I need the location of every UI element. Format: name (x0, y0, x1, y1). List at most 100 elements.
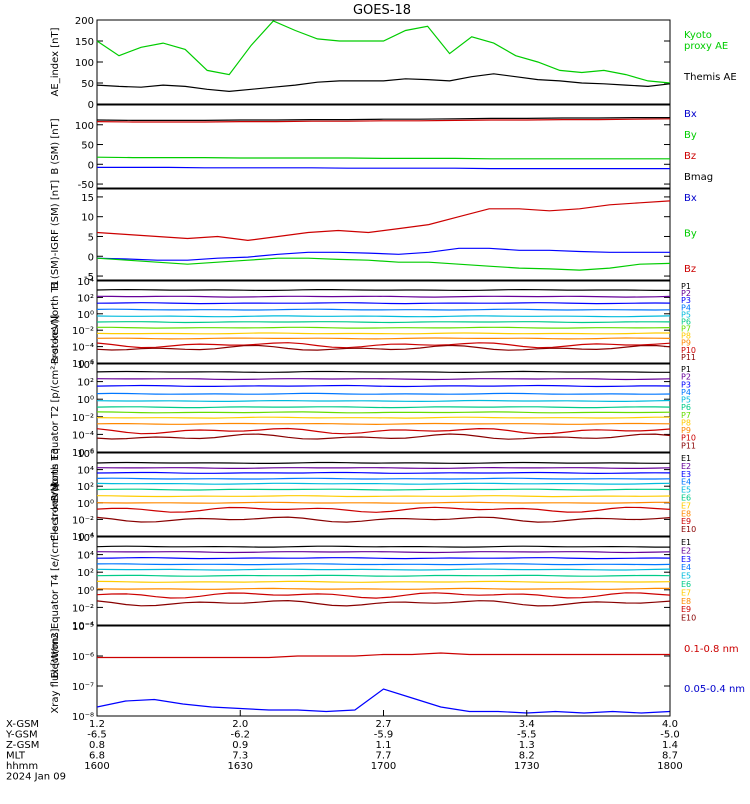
x-axis-value: 1.2 (89, 719, 105, 730)
series-line-0-05-0-4-nm (96, 688, 671, 714)
x-axis-value: -5.0 (660, 730, 680, 741)
y-tick-label: 10⁴ (77, 551, 94, 562)
y-tick-label: 10² (77, 293, 94, 304)
channel-label-p4: P4 (681, 303, 691, 312)
y-tick-label: 10⁻² (72, 603, 94, 614)
channel-label-e7: E7 (681, 588, 691, 597)
y-tick-label: 10⁰ (77, 586, 94, 597)
channel-label-p11: P11 (681, 353, 696, 362)
channel-line-p1 (96, 370, 670, 374)
channel-label-e6: E6 (681, 580, 691, 589)
channel-label-p7: P7 (681, 411, 691, 420)
channel-label-p1: P1 (681, 282, 691, 291)
channel-line-e6 (96, 488, 671, 491)
channel-line-e4 (96, 477, 671, 480)
channel-label-e4: E4 (681, 563, 691, 572)
y-tick-label: 10⁻⁴ (72, 621, 94, 632)
channel-line-p6 (96, 406, 671, 409)
channel-label-p3: P3 (681, 380, 691, 389)
x-axis-value: -6.5 (87, 730, 107, 741)
channel-label-p5: P5 (681, 310, 691, 319)
channel-label-p2: P2 (681, 289, 691, 298)
channel-label-p8: P8 (681, 332, 691, 341)
panel-frame-protons-t2 (96, 363, 671, 453)
series-line-bx (97, 166, 670, 170)
channel-label-e9: E9 (681, 517, 691, 526)
series-line-bz (96, 118, 671, 123)
x-axis-value: -5.9 (374, 730, 394, 741)
channel-label-e5: E5 (681, 486, 691, 495)
channel-line-e10 (96, 599, 671, 607)
channel-line-p3 (96, 384, 671, 388)
y-axis-label: B (SM)-IGRF (SM) [nT] (50, 180, 61, 289)
x-axis-row-label: 2024 Jan 09 (6, 772, 66, 783)
x-axis-value: 8.7 (662, 751, 678, 762)
x-axis-row-label: X-GSM (6, 719, 39, 730)
y-tick-label: 10⁶ (77, 449, 94, 460)
channel-label-p1: P1 (681, 365, 691, 374)
channel-label-e7: E7 (681, 501, 691, 510)
channel-label-e10: E10 (681, 614, 696, 623)
channel-label-p11: P11 (681, 441, 696, 450)
y-tick-label: 10⁻⁸ (72, 712, 94, 723)
y-tick-label: 10⁻⁴ (72, 430, 94, 441)
channel-line-p4 (96, 392, 671, 395)
y-tick-label: 100 (75, 58, 94, 69)
channel-line-e1 (96, 461, 670, 465)
channel-label-e8: E8 (681, 509, 691, 518)
legend-entry: Bx (684, 193, 697, 204)
series-line-bmag (96, 116, 670, 122)
y-tick-label: 0 (88, 100, 94, 111)
legend-entry: Themis AE (683, 72, 737, 83)
y-tick-label: 10⁻⁶ (72, 652, 94, 663)
channel-line-e2 (96, 466, 671, 470)
panel-frame-electrons-t3 (96, 452, 671, 537)
legend-entry: proxy AE (684, 41, 728, 52)
channel-line-e6 (96, 574, 671, 577)
series-line-kyoto-proxy-ae (96, 20, 671, 84)
y-tick-label: 10⁻⁶ (72, 448, 94, 459)
plot-title: GOES-18 (353, 3, 411, 18)
y-axis-label: AE_index [nT] (50, 27, 61, 96)
y-tick-label: 50 (81, 79, 94, 90)
legend-entry: 0.1-0.8 nm (684, 644, 739, 655)
channel-label-p2: P2 (681, 373, 691, 382)
y-tick-label: 100 (75, 121, 94, 132)
channel-line-p2 (96, 295, 671, 298)
channel-line-e7 (96, 495, 671, 498)
channel-line-p4 (96, 308, 671, 311)
y-tick-label: 150 (75, 37, 94, 48)
y-tick-label: 10 (81, 213, 94, 224)
y-tick-label: 10⁻² (72, 413, 94, 424)
channel-label-p10: P10 (681, 346, 696, 355)
x-axis-value: 1.1 (376, 740, 392, 751)
y-tick-label: 0 (88, 252, 94, 263)
channel-label-p7: P7 (681, 325, 691, 334)
channel-label-p10: P10 (681, 434, 696, 443)
channel-line-p10 (96, 342, 671, 349)
channel-line-e5 (96, 482, 671, 485)
channel-label-e3: E3 (681, 555, 691, 564)
y-tick-label: 10⁰ (77, 395, 94, 406)
channel-label-e9: E9 (681, 605, 691, 614)
channel-line-e9 (96, 592, 671, 599)
channel-line-p1 (96, 288, 670, 292)
x-axis-value: 1.4 (662, 740, 678, 751)
y-tick-label: 10⁻⁴ (72, 532, 94, 543)
x-axis-value: 8.2 (519, 751, 535, 762)
x-axis-value: 2.7 (376, 719, 392, 730)
legend-entry: By (684, 229, 697, 240)
channel-line-e2 (96, 551, 671, 554)
channel-label-p6: P6 (681, 403, 691, 412)
series-line-bz (96, 200, 671, 242)
channel-label-e1: E1 (681, 454, 691, 463)
y-tick-label: 50 (81, 141, 94, 152)
channel-label-p8: P8 (681, 418, 691, 427)
legend-entry: Bz (684, 151, 696, 162)
y-axis-label: B (SM) [nT] (50, 118, 61, 174)
y-tick-label: 5 (88, 232, 94, 243)
x-axis-row-label: hhmm (6, 761, 38, 772)
y-tick-label: 10⁴ (77, 466, 94, 477)
channel-label-p9: P9 (681, 426, 691, 435)
